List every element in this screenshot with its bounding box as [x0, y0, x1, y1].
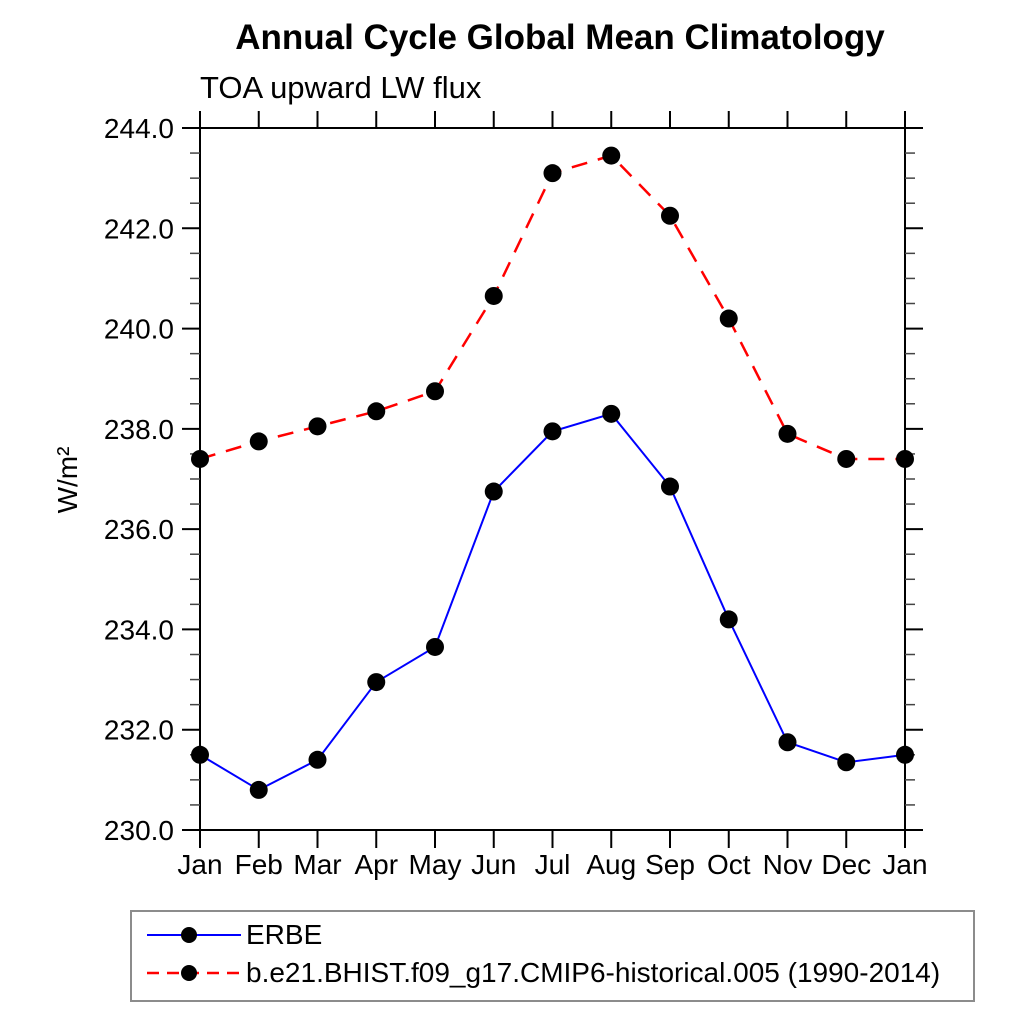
- series-marker-1: [484, 286, 503, 305]
- y-tick-label: 242.0: [104, 213, 174, 244]
- x-tick-label: Mar: [293, 849, 341, 880]
- series-marker-1: [719, 309, 738, 328]
- series-marker-0: [484, 482, 503, 501]
- series-marker-1: [602, 146, 621, 165]
- series-marker-1: [543, 164, 562, 183]
- series-marker-0: [543, 422, 562, 441]
- x-tick-label: Feb: [235, 849, 283, 880]
- series-marker-1: [308, 417, 327, 436]
- y-tick-label: 230.0: [104, 815, 174, 846]
- x-tick-label: Jun: [471, 849, 516, 880]
- series-marker-0: [367, 673, 386, 692]
- y-tick-label: 232.0: [104, 715, 174, 746]
- x-tick-label: Jul: [535, 849, 571, 880]
- series-marker-0: [719, 610, 738, 629]
- series-marker-1: [426, 382, 444, 401]
- x-tick-label: Nov: [763, 849, 813, 880]
- y-tick-label: 236.0: [104, 514, 174, 545]
- series-line-1: [199, 154, 905, 461]
- legend-label-model: b.e21.BHIST.f09_g17.CMIP6-historical.005…: [246, 957, 941, 988]
- series-marker-0: [191, 745, 209, 764]
- chart-subtitle: TOA upward LW flux: [200, 70, 482, 105]
- y-tick-label: 234.0: [104, 614, 174, 645]
- legend-item-erbe: ERBE: [144, 916, 322, 954]
- series-marker-1: [367, 402, 386, 421]
- x-tick-label: Jan: [882, 849, 927, 880]
- series-marker-0: [661, 477, 679, 496]
- series-line-0: [199, 412, 906, 792]
- chart-title: Annual Cycle Global Mean Climatology: [235, 18, 885, 57]
- x-tick-label: Aug: [586, 849, 636, 880]
- series-marker-1: [249, 432, 268, 451]
- x-tick-label: Apr: [354, 849, 398, 880]
- x-tick-label: May: [409, 849, 462, 880]
- y-tick-label: 240.0: [104, 314, 174, 345]
- series-marker-1: [896, 449, 914, 468]
- series-marker-1: [661, 206, 679, 225]
- x-tick-label: Dec: [821, 849, 871, 880]
- series-marker-0: [602, 404, 621, 423]
- series-marker-1: [191, 449, 209, 468]
- series-marker-1: [837, 449, 856, 468]
- x-tick-label: Oct: [707, 849, 751, 880]
- series-marker-0: [778, 733, 797, 752]
- y-tick-label: 238.0: [104, 414, 174, 445]
- legend-box: ERBE b.e21.BHIST.f09_g17.CMIP6-historica…: [130, 910, 975, 1002]
- y-tick-label: 244.0: [104, 113, 174, 144]
- series-marker-1: [778, 424, 797, 443]
- series-marker-0: [308, 750, 327, 769]
- plot-frame: [199, 127, 906, 831]
- legend-label-erbe: ERBE: [246, 919, 323, 950]
- series-marker-0: [249, 780, 268, 799]
- legend-line-sample-dashed: [147, 965, 241, 981]
- series-marker-0: [837, 753, 856, 772]
- legend-line-sample-solid: [147, 927, 241, 943]
- x-tick-label: Jan: [177, 849, 222, 880]
- legend-item-model: b.e21.BHIST.f09_g17.CMIP6-historical.005…: [144, 954, 940, 992]
- x-tick-label: Sep: [645, 849, 695, 880]
- series-marker-0: [896, 745, 914, 764]
- series-marker-0: [426, 637, 444, 656]
